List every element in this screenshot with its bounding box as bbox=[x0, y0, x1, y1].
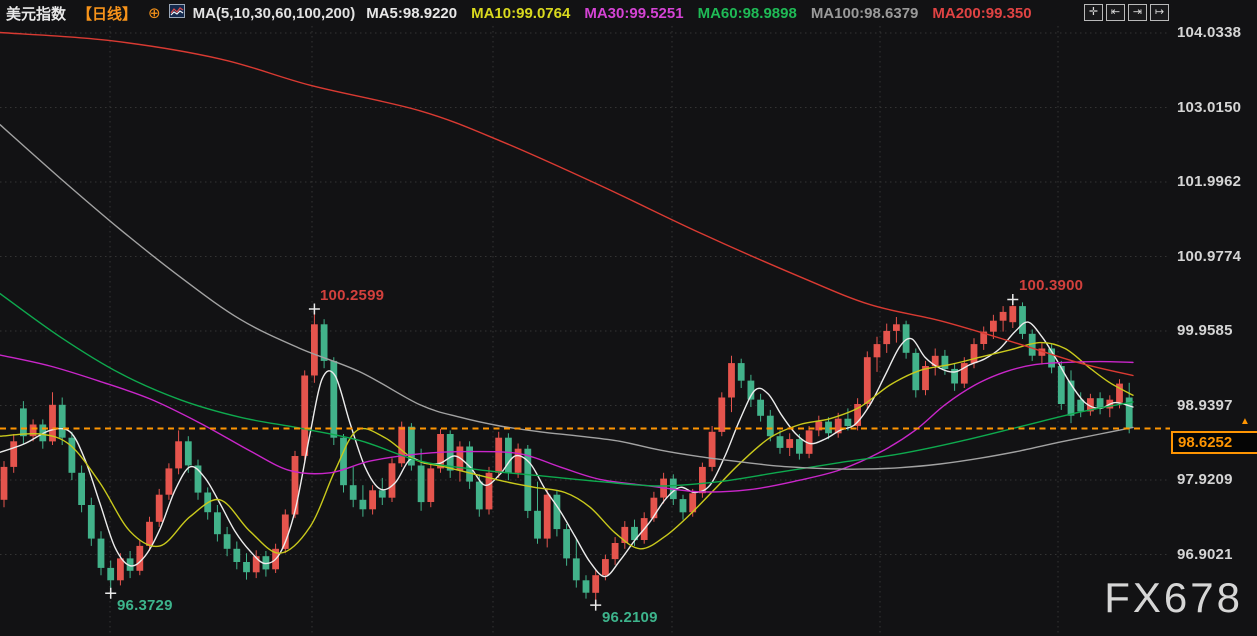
ma-settings-label: MA(5,10,30,60,100,200) bbox=[192, 4, 356, 22]
ma-value-ma60: MA60:98.9898 bbox=[697, 4, 797, 22]
axis-price-label: 103.0150 bbox=[1177, 99, 1242, 116]
ma100-line bbox=[0, 124, 1134, 470]
scroll-left-icon[interactable]: ⇤ bbox=[1106, 4, 1125, 21]
ma200-line bbox=[0, 31, 1134, 377]
axis-price-label: 104.0338 bbox=[1177, 24, 1242, 41]
ma-value-ma5: MA5:98.9220 bbox=[366, 4, 458, 22]
ma-value-ma30: MA30:99.5251 bbox=[584, 4, 684, 22]
axis-price-label: 98.9397 bbox=[1177, 397, 1233, 414]
ma-value-ma200: MA200:99.350 bbox=[932, 4, 1032, 22]
extreme-marker-icon bbox=[1007, 294, 1019, 305]
extreme-value-label: 96.2109 bbox=[602, 609, 658, 626]
extreme-marker-icon bbox=[105, 587, 117, 599]
ma60-line bbox=[0, 292, 1134, 487]
pan-icon[interactable]: ✛ bbox=[1084, 4, 1103, 21]
symbol-name: 美元指数 bbox=[6, 5, 67, 23]
ma10-line bbox=[0, 341, 1134, 554]
scroll-right-icon[interactable]: ⇥ bbox=[1128, 4, 1147, 21]
axis-price-label: 99.9585 bbox=[1177, 322, 1233, 339]
extreme-value-label: 96.3729 bbox=[117, 597, 173, 614]
axis-price-label: 96.9021 bbox=[1177, 546, 1233, 563]
ma-values: MA5:98.9220 MA10:99.0764 MA30:99.5251 MA60:… bbox=[366, 5, 1031, 22]
current-price-value: 98.6252 bbox=[1178, 434, 1233, 451]
extreme-marker-icon bbox=[308, 303, 320, 315]
jump-latest-icon[interactable]: ↦ bbox=[1150, 4, 1169, 21]
timeframe-label[interactable]: 【日线】 bbox=[77, 5, 138, 23]
axis-price-label: 101.9962 bbox=[1177, 173, 1242, 190]
ma5-line bbox=[0, 321, 1134, 578]
axis-price-label: 97.9209 bbox=[1177, 471, 1233, 488]
extreme-value-label: 100.2599 bbox=[320, 287, 385, 304]
chart-toolbar: ✛ ⇤ ⇥ ↦ bbox=[1084, 4, 1169, 21]
ma-value-ma10: MA10:99.0764 bbox=[471, 4, 571, 22]
ma-value-ma100: MA100:98.6379 bbox=[810, 4, 919, 22]
current-price-tag: 98.6252 bbox=[1171, 431, 1257, 454]
extreme-value-label: 100.3900 bbox=[1019, 277, 1084, 294]
watermark: FX678 bbox=[1104, 574, 1243, 621]
add-indicator-icon[interactable]: ⊕ bbox=[148, 4, 161, 22]
extreme-marker-icon bbox=[590, 599, 602, 611]
chart-style-icon[interactable] bbox=[168, 4, 185, 22]
chart-header: 美元指数 【日线】 ⊕ MA(5,10,30,60,100,200) MA5:9… bbox=[6, 3, 1032, 23]
price-up-arrow-icon: ▲ bbox=[1240, 416, 1250, 427]
ma30-line bbox=[0, 354, 1134, 493]
axis-price-label: 100.9774 bbox=[1177, 248, 1242, 265]
